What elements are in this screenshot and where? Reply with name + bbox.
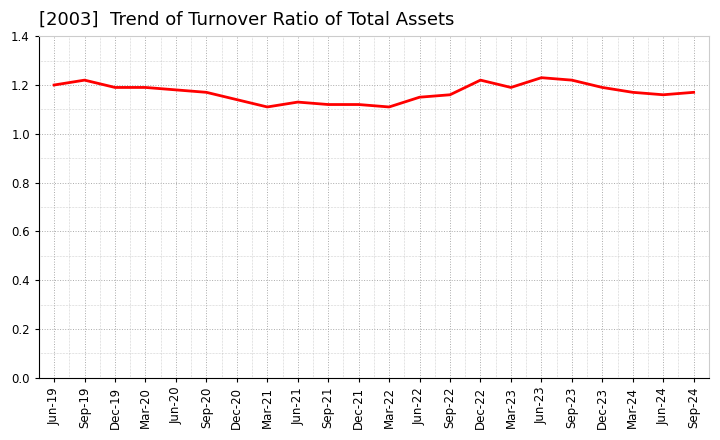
Text: [2003]  Trend of Turnover Ratio of Total Assets: [2003] Trend of Turnover Ratio of Total … <box>39 11 454 29</box>
